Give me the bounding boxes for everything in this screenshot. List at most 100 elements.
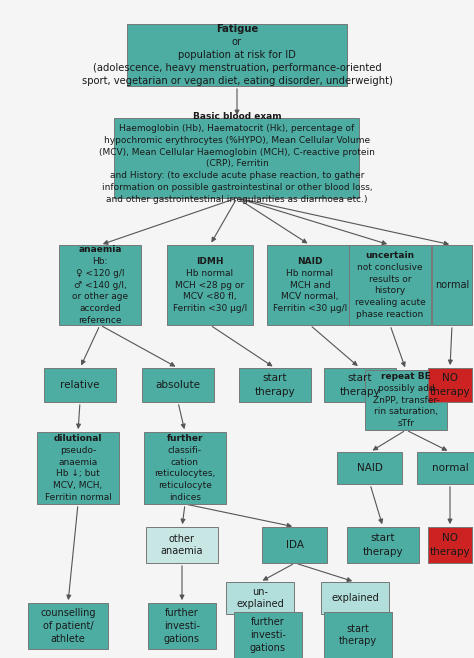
Text: possibly add: possibly add — [378, 384, 434, 393]
Text: repeat BE: repeat BE — [381, 372, 431, 381]
FancyBboxPatch shape — [167, 245, 253, 325]
Text: Hb normal: Hb normal — [286, 268, 334, 278]
FancyBboxPatch shape — [432, 245, 472, 325]
Text: NO: NO — [442, 373, 458, 383]
FancyBboxPatch shape — [28, 603, 108, 649]
Text: start: start — [348, 373, 372, 383]
Text: information on possible gastrointestinal or other blood loss,: information on possible gastrointestinal… — [102, 183, 372, 192]
Text: IDA: IDA — [286, 540, 304, 550]
FancyBboxPatch shape — [428, 368, 472, 402]
Text: further: further — [167, 434, 203, 443]
Text: revealing acute: revealing acute — [355, 298, 425, 307]
Text: investi-: investi- — [164, 621, 200, 631]
Text: results or: results or — [369, 274, 411, 284]
FancyBboxPatch shape — [148, 603, 216, 649]
Text: phase reaction: phase reaction — [356, 310, 424, 319]
Text: start: start — [371, 533, 395, 544]
FancyBboxPatch shape — [144, 432, 226, 504]
Text: Ferritin <30 μg/l: Ferritin <30 μg/l — [173, 304, 247, 313]
Text: Hb ↓; but: Hb ↓; but — [56, 469, 100, 478]
FancyBboxPatch shape — [115, 118, 359, 198]
Text: relative: relative — [60, 380, 100, 390]
Text: investi-: investi- — [250, 630, 286, 640]
FancyBboxPatch shape — [365, 370, 447, 430]
Text: anaemia: anaemia — [78, 245, 122, 254]
Text: reticulocytes,: reticulocytes, — [155, 469, 216, 478]
Text: therapy: therapy — [339, 636, 377, 646]
Text: cation: cation — [171, 457, 199, 467]
Text: therapy: therapy — [255, 387, 295, 397]
Text: Fatigue: Fatigue — [216, 24, 258, 34]
FancyBboxPatch shape — [263, 527, 328, 563]
Text: (CRP), Ferritin: (CRP), Ferritin — [206, 159, 268, 168]
FancyBboxPatch shape — [142, 368, 214, 402]
Text: reference: reference — [78, 316, 122, 324]
Text: Hb:: Hb: — [92, 257, 108, 266]
Text: start: start — [263, 373, 287, 383]
FancyBboxPatch shape — [349, 245, 431, 325]
Text: Haemoglobin (Hb), Haematocrit (Hk), percentage of: Haemoglobin (Hb), Haematocrit (Hk), perc… — [119, 124, 355, 133]
Text: sTfr: sTfr — [398, 419, 414, 428]
Text: explained: explained — [236, 599, 284, 609]
FancyBboxPatch shape — [337, 452, 402, 484]
Text: or: or — [232, 37, 242, 47]
Text: dilutional: dilutional — [54, 434, 102, 443]
Text: therapy: therapy — [340, 387, 380, 397]
Text: not conclusive: not conclusive — [357, 263, 423, 272]
Text: therapy: therapy — [430, 547, 470, 557]
Text: pseudo-: pseudo- — [60, 446, 96, 455]
Text: gations: gations — [164, 634, 200, 644]
FancyBboxPatch shape — [127, 24, 347, 86]
FancyBboxPatch shape — [428, 527, 472, 563]
FancyBboxPatch shape — [418, 452, 474, 484]
Text: hypochromic erythrocytes (%HYPO), Mean Cellular Volume: hypochromic erythrocytes (%HYPO), Mean C… — [104, 136, 370, 145]
Text: uncertain: uncertain — [365, 251, 415, 260]
Text: Hb normal: Hb normal — [186, 268, 234, 278]
FancyBboxPatch shape — [234, 612, 302, 658]
FancyBboxPatch shape — [321, 582, 389, 614]
Text: population at risk for ID: population at risk for ID — [178, 50, 296, 60]
Text: accorded: accorded — [79, 304, 121, 313]
Text: MCV normal,: MCV normal, — [281, 292, 339, 301]
Text: indices: indices — [169, 493, 201, 502]
FancyBboxPatch shape — [324, 612, 392, 658]
FancyBboxPatch shape — [37, 432, 119, 504]
FancyBboxPatch shape — [226, 582, 294, 614]
Text: further: further — [165, 609, 199, 619]
Text: and History: (to exclude acute phase reaction, to gather: and History: (to exclude acute phase rea… — [110, 171, 364, 180]
Text: Ferritin <30 μg/l: Ferritin <30 μg/l — [273, 304, 347, 313]
Text: normal: normal — [435, 280, 469, 290]
Text: and other gastrointestinal irregularities as diarrhoea etc.): and other gastrointestinal irregularitie… — [106, 195, 368, 203]
Text: history: history — [374, 286, 406, 295]
Text: anaemia: anaemia — [161, 546, 203, 556]
FancyBboxPatch shape — [146, 527, 218, 563]
Text: therapy: therapy — [430, 387, 470, 397]
Text: (adolescence, heavy menstruation, performance-oriented: (adolescence, heavy menstruation, perfor… — [92, 63, 382, 73]
Text: IDMH: IDMH — [196, 257, 224, 266]
FancyBboxPatch shape — [239, 368, 311, 402]
Text: Ferritin normal: Ferritin normal — [45, 493, 111, 502]
Text: NAID: NAID — [297, 257, 323, 266]
FancyBboxPatch shape — [59, 245, 141, 325]
Text: athlete: athlete — [51, 634, 85, 644]
Text: absolute: absolute — [155, 380, 201, 390]
Text: ♂ <140 g/l,: ♂ <140 g/l, — [73, 280, 127, 290]
Text: rin saturation,: rin saturation, — [374, 407, 438, 417]
Text: start: start — [346, 624, 369, 634]
Text: (MCV), Mean Cellular Haemoglobin (MCH), C-reactive protein: (MCV), Mean Cellular Haemoglobin (MCH), … — [99, 147, 375, 157]
Text: classifi-: classifi- — [168, 446, 202, 455]
Text: gations: gations — [250, 643, 286, 653]
Text: explained: explained — [331, 593, 379, 603]
Text: NO: NO — [442, 533, 458, 544]
Text: normal: normal — [432, 463, 468, 473]
Text: anaemia: anaemia — [58, 457, 98, 467]
Text: or other age: or other age — [72, 292, 128, 301]
Text: MCH and: MCH and — [290, 280, 330, 290]
Text: ZnPP, transfer-: ZnPP, transfer- — [373, 395, 439, 405]
Text: MCV <80 fl,: MCV <80 fl, — [183, 292, 237, 301]
Text: further: further — [251, 617, 285, 627]
Text: therapy: therapy — [363, 547, 403, 557]
FancyBboxPatch shape — [324, 368, 396, 402]
Text: MCH <28 pg or: MCH <28 pg or — [175, 280, 245, 290]
Text: MCV, MCH,: MCV, MCH, — [54, 481, 103, 490]
